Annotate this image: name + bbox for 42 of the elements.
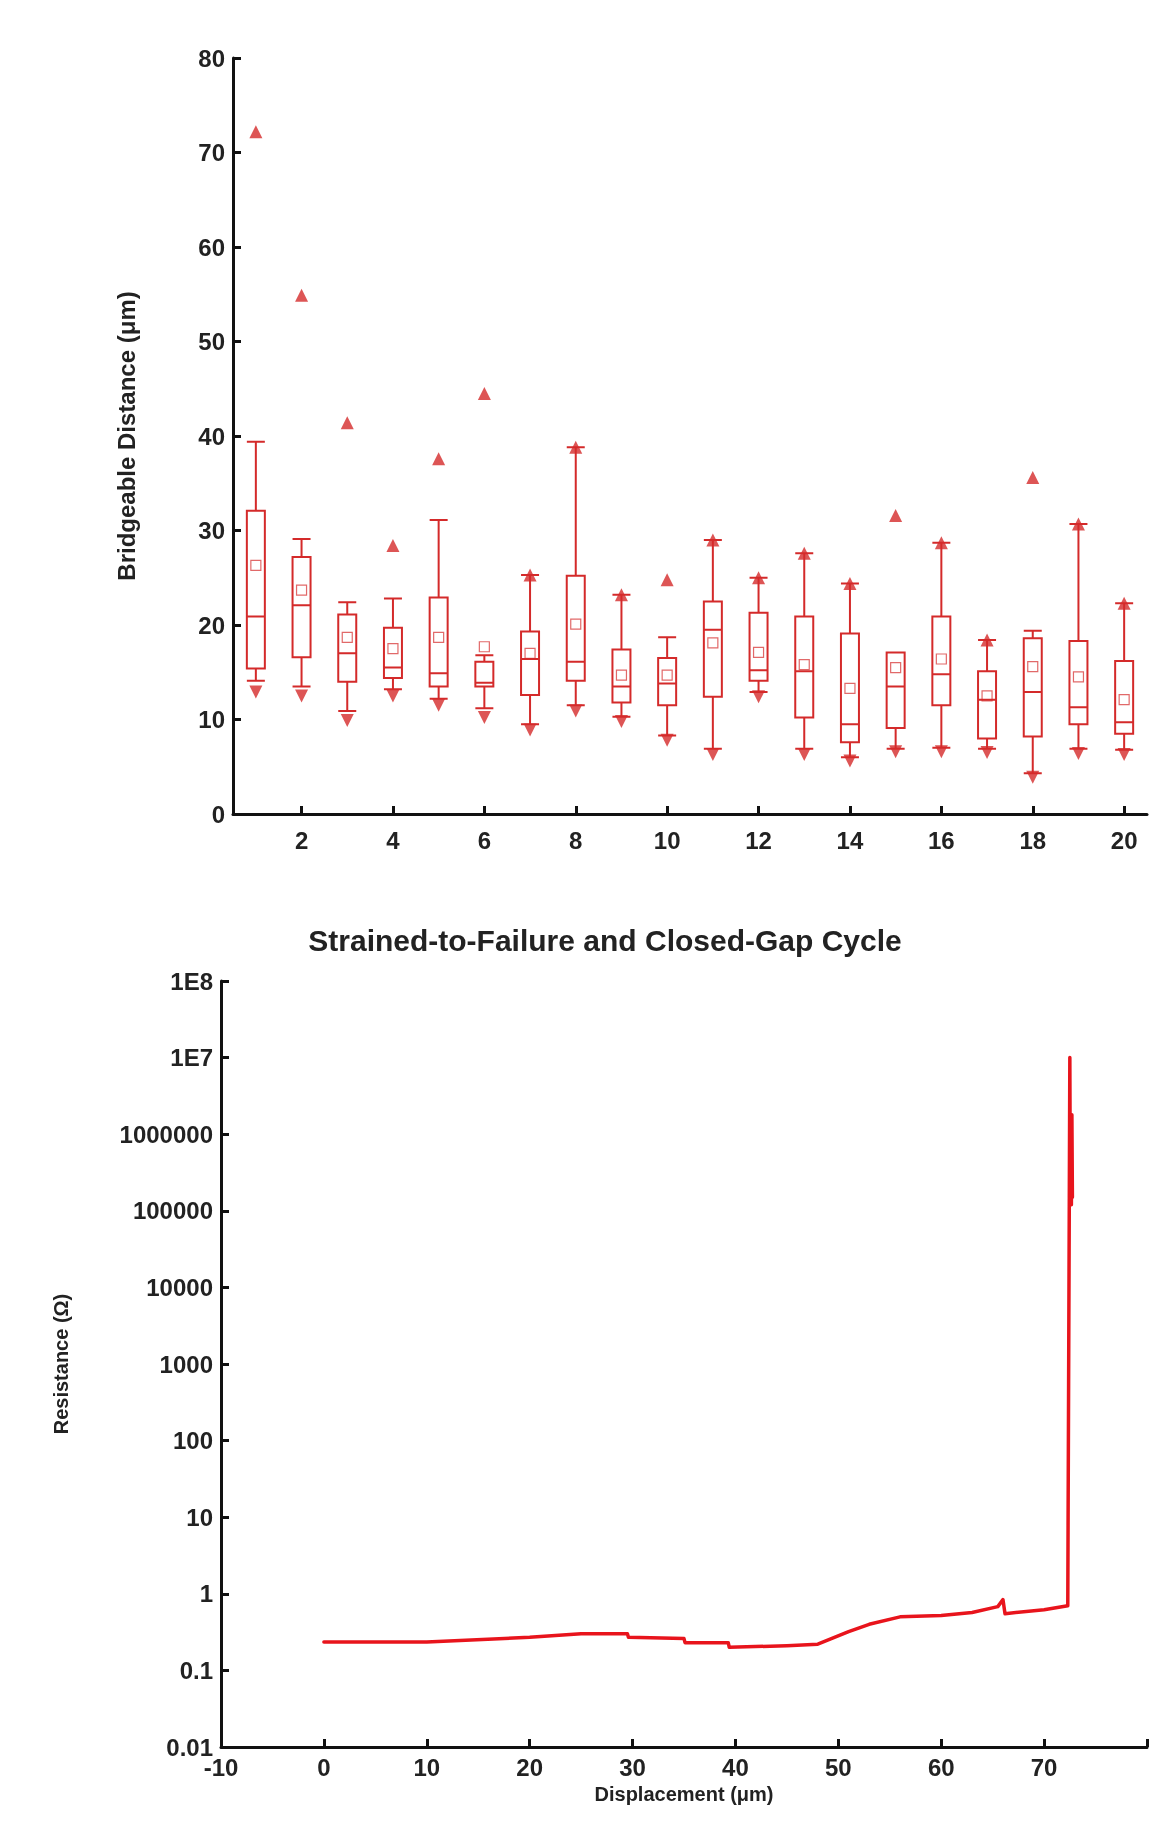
- x-tick-label: 10: [653, 826, 681, 854]
- x-tick-label: 8: [569, 826, 583, 854]
- chart-title: Strained-to-Failure and Closed-Gap Cycle: [308, 923, 902, 957]
- y-tick-label: 10: [198, 706, 225, 733]
- x-tick-label: 0: [317, 1753, 331, 1781]
- x-tick-label: 60: [927, 1753, 955, 1781]
- x-tick-label: 30: [619, 1753, 646, 1781]
- y-tick-label: 20: [198, 611, 225, 639]
- y-tick-label: 1E8: [170, 967, 213, 995]
- x-tick-label: 20: [516, 1753, 544, 1781]
- x-tick-label: 20: [1110, 826, 1138, 854]
- x-tick-label: 14: [836, 826, 864, 854]
- x-tick-label: 18: [1019, 826, 1047, 854]
- y-tick-label: 1000: [159, 1350, 213, 1378]
- x-tick-label: 16: [928, 826, 955, 854]
- y-tick-label: 80: [198, 44, 225, 72]
- y-tick-label: 50: [198, 328, 225, 355]
- x-tick-label: 12: [745, 826, 772, 854]
- y-tick-label: 1000000: [119, 1120, 213, 1148]
- y-tick-label: 10: [186, 1503, 213, 1531]
- x-tick-label: 50: [824, 1753, 852, 1781]
- y-tick-label: 0.1: [179, 1656, 213, 1684]
- y-tick-label: 70: [198, 139, 225, 166]
- y-tick-label: 100000: [132, 1197, 213, 1225]
- x-tick-label: 70: [1030, 1753, 1058, 1781]
- line-series: [322, 1055, 1075, 1650]
- y-tick-label: 30: [198, 517, 225, 544]
- y-tick-label: 1E7: [170, 1044, 213, 1072]
- x-tick-label: 4: [386, 826, 401, 854]
- y-tick-label: 1: [199, 1580, 213, 1608]
- x-tick-label: 10: [413, 1753, 441, 1781]
- y-tick-label: 10000: [146, 1273, 213, 1301]
- x-tick-label: 2: [294, 826, 309, 854]
- x-tick-label: 40: [722, 1753, 749, 1781]
- y-axis-title: Resistance (Ω): [50, 1293, 72, 1435]
- y-tick-label: 0: [211, 800, 225, 828]
- y-tick-label: 60: [198, 233, 225, 261]
- x-tick-label: 6: [477, 826, 492, 854]
- x-axis-title: Displacement (μm): [594, 1782, 774, 1805]
- y-axis-title: Bridgeable Distance (μm): [112, 291, 140, 581]
- y-tick-label: 40: [198, 422, 225, 450]
- y-tick-label: 100: [172, 1427, 213, 1455]
